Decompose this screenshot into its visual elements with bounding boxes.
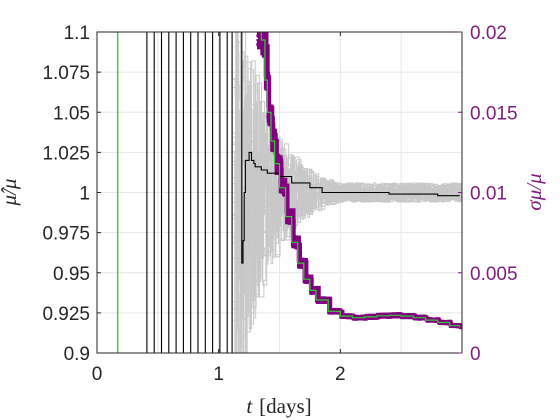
tick-marks bbox=[96, 31, 462, 354]
y-left-axis-label: μ̂/μ bbox=[0, 179, 21, 207]
y-left-tick-label: 1.05 bbox=[53, 103, 90, 124]
y-left-tick-label: 0.925 bbox=[42, 304, 90, 325]
y-left-tick-label: 0.9 bbox=[64, 344, 90, 365]
y-right-tick-label: 0 bbox=[470, 344, 481, 365]
y-right-tick-label: 0.005 bbox=[470, 264, 518, 285]
y-left-tick-label: 1 bbox=[79, 184, 90, 205]
y-right-tick-label: 0.015 bbox=[470, 103, 518, 124]
y-left-tick-label: 0.95 bbox=[53, 264, 90, 285]
ensemble-sigma-trace bbox=[258, 32, 462, 329]
y-left-tick-label: 1.075 bbox=[42, 63, 90, 84]
y-left-tick-labels: 0.9 0.925 0.95 0.975 1 1.025 1.05 1.075 1.1 bbox=[42, 23, 90, 365]
ensemble-estimate-trace bbox=[233, 97, 462, 330]
x-axis-label: t [days] bbox=[246, 394, 311, 418]
y-right-tick-label: 0.02 bbox=[470, 23, 507, 44]
y-right-tick-labels: 0 0.005 0.01 0.015 0.02 bbox=[470, 23, 518, 365]
y-right-tick-label: 0.01 bbox=[470, 184, 507, 205]
mean-estimate-line bbox=[139, 32, 460, 353]
y-right-axis-label: σμ/μ bbox=[522, 173, 546, 210]
x-axis-label-unit: [days] bbox=[259, 394, 311, 418]
y-left-tick-label: 1.025 bbox=[42, 143, 90, 164]
x-tick-label: 1 bbox=[213, 364, 224, 385]
x-tick-labels: 0 1 2 bbox=[92, 364, 346, 385]
x-axis-label-var: t bbox=[246, 394, 253, 418]
mean-sigma-line bbox=[258, 32, 461, 328]
x-tick-label: 0 bbox=[92, 364, 103, 385]
series-layer bbox=[116, 32, 461, 353]
y-left-tick-label: 0.975 bbox=[42, 224, 90, 245]
ensemble-estimate-trace bbox=[233, 61, 462, 353]
x-tick-label: 2 bbox=[335, 364, 346, 385]
y-left-tick-label: 1.1 bbox=[64, 23, 90, 44]
